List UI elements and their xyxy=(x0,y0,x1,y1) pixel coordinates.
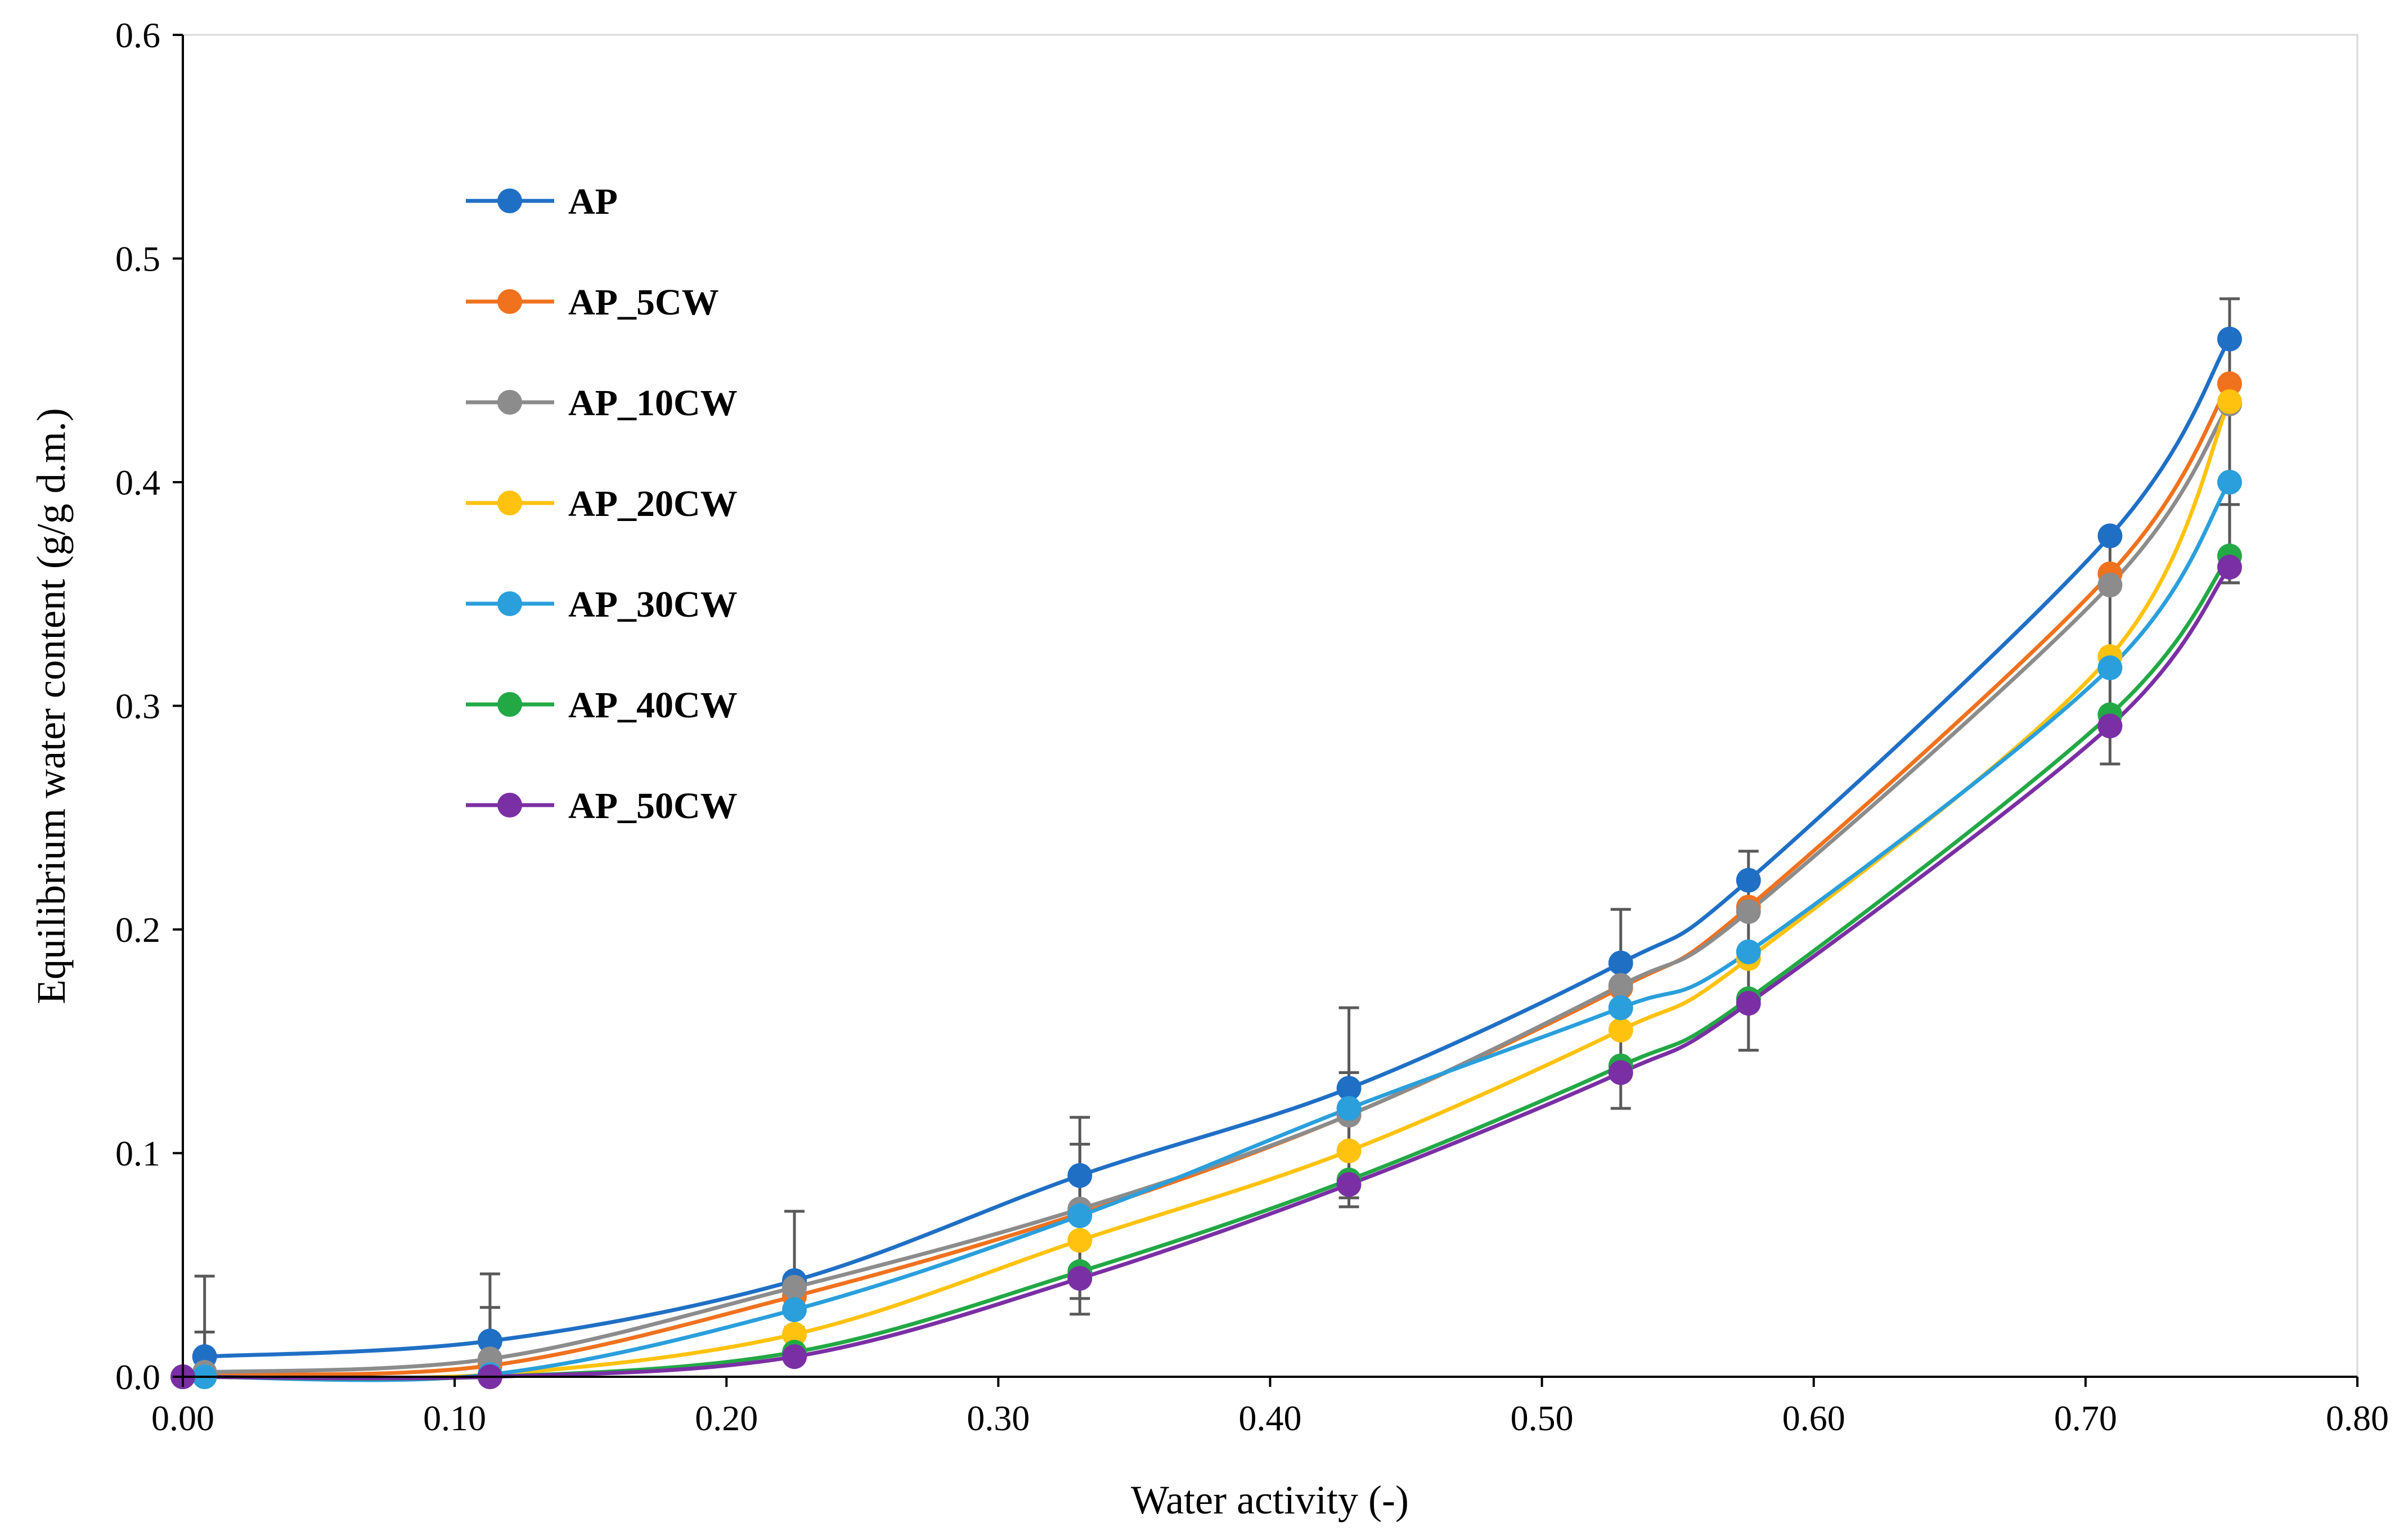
data-point-ap-30cw xyxy=(1736,939,1761,964)
legend: AP AP_5CW AP_10CW AP_20CW AP_30CW AP_40CW AP_5… xyxy=(466,181,738,827)
y-tick-label: 0.2 xyxy=(115,910,160,950)
data-point-ap-50cw xyxy=(1736,991,1761,1016)
data-point-ap-30cw xyxy=(1067,1203,1093,1228)
data-point-ap xyxy=(2097,523,2123,549)
data-point-ap-50cw xyxy=(1067,1266,1093,1291)
data-point-ap-30cw xyxy=(1608,995,1633,1021)
data-point-ap xyxy=(2217,326,2242,352)
data-point-ap-20cw xyxy=(1336,1138,1362,1164)
data-point-ap-30cw xyxy=(2217,470,2242,495)
legend-label: AP_10CW xyxy=(568,383,738,424)
legend-marker xyxy=(497,793,522,818)
data-point-ap xyxy=(1336,1076,1362,1101)
data-point-ap xyxy=(1736,868,1761,893)
y-tick-label: 0.1 xyxy=(115,1134,160,1174)
data-point-ap-10cw xyxy=(1608,973,1633,998)
y-tick-label: 0.3 xyxy=(115,686,160,726)
x-tick-label: 0.40 xyxy=(1239,1398,1302,1438)
data-point-ap-20cw xyxy=(1067,1228,1093,1253)
legend-label: AP_5CW xyxy=(568,282,719,323)
x-tick-label: 0.70 xyxy=(2054,1398,2117,1438)
legend-marker xyxy=(497,390,522,415)
x-tick-label: 0.50 xyxy=(1511,1398,1574,1438)
data-point-ap-20cw xyxy=(2217,389,2242,414)
data-point-ap-50cw xyxy=(1608,1060,1633,1085)
data-point-ap xyxy=(1608,950,1633,976)
data-point-ap-50cw xyxy=(2217,555,2242,580)
legend-label: AP xyxy=(568,181,618,222)
x-tick-label: 0.60 xyxy=(1782,1398,1845,1438)
x-tick-label: 0.10 xyxy=(423,1398,486,1438)
data-point-ap-10cw xyxy=(2097,572,2123,598)
legend-label: AP_30CW xyxy=(568,584,738,625)
x-tick-label: 0.30 xyxy=(967,1398,1030,1438)
data-point-ap-5cw xyxy=(2217,371,2242,397)
x-tick-label: 0.20 xyxy=(695,1398,758,1438)
data-point-ap xyxy=(477,1328,502,1354)
x-axis-ticks: 0.00 0.10 0.20 0.30 0.40 0.50 0.60 0.70 0.80 xyxy=(151,1377,2389,1438)
legend-label: AP_40CW xyxy=(568,685,738,726)
legend-marker xyxy=(497,491,522,515)
y-tick-label: 0.0 xyxy=(115,1357,160,1397)
legend-marker xyxy=(497,591,522,616)
legend-marker xyxy=(497,289,522,314)
x-tick-label: 0.80 xyxy=(2326,1398,2389,1438)
data-point-ap-30cw xyxy=(1336,1096,1362,1121)
data-point-ap-50cw xyxy=(1336,1172,1362,1197)
data-point-ap-50cw xyxy=(782,1344,807,1369)
data-point-ap-20cw xyxy=(782,1322,807,1347)
legend-marker xyxy=(497,188,522,213)
data-point-ap-10cw xyxy=(782,1275,807,1300)
data-point-ap-10cw xyxy=(1736,899,1761,924)
data-point-ap-30cw xyxy=(2097,655,2123,680)
data-point-ap-50cw xyxy=(2097,713,2123,739)
x-axis-title: Water activity (-) xyxy=(1131,1477,1409,1522)
data-point-ap-30cw xyxy=(782,1297,807,1322)
data-point-ap xyxy=(1067,1163,1093,1188)
y-axis-ticks: 0.0 0.1 0.2 0.3 0.4 0.5 0.6 xyxy=(115,15,183,1397)
y-tick-label: 0.4 xyxy=(115,462,160,502)
legend-marker xyxy=(497,692,522,717)
y-axis-title: Equilibrium water content (g/g d.m.) xyxy=(29,408,74,1004)
legend-label: AP_20CW xyxy=(568,483,738,524)
y-tick-label: 0.6 xyxy=(115,15,160,55)
legend-label: AP_50CW xyxy=(568,785,738,827)
y-tick-label: 0.5 xyxy=(115,239,160,279)
data-point-ap-20cw xyxy=(1608,1017,1633,1043)
x-tick-label: 0.00 xyxy=(151,1398,214,1438)
